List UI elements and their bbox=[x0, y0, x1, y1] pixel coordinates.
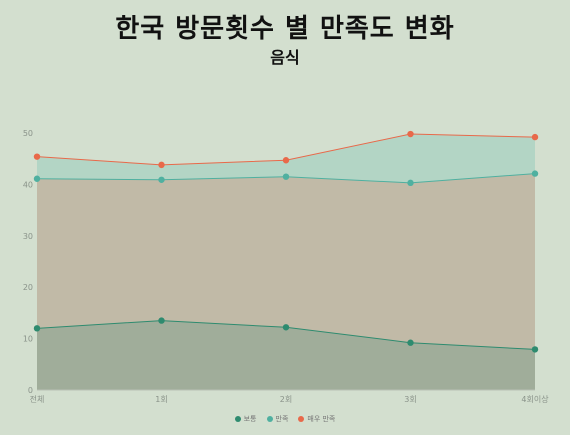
x-tick-label: 4회이상 bbox=[521, 394, 549, 404]
data-point-1-2 bbox=[282, 173, 290, 180]
y-tick-label: 20 bbox=[23, 283, 33, 292]
x-tick-label: 1회 bbox=[155, 395, 167, 404]
x-tick-label: 2회 bbox=[280, 395, 292, 404]
data-point-1-1 bbox=[158, 176, 165, 183]
legend-item[interactable]: 만족 bbox=[266, 414, 289, 424]
data-point-0-2 bbox=[282, 324, 290, 331]
y-tick-label: 50 bbox=[23, 129, 33, 138]
legend-item[interactable]: 매우 만족 bbox=[298, 414, 335, 424]
legend-label: 만족 bbox=[275, 415, 289, 423]
data-point-0-4 bbox=[531, 346, 539, 353]
legend-label: 매우 만족 bbox=[307, 415, 336, 423]
legend-swatch bbox=[234, 416, 241, 422]
data-point-2-2 bbox=[282, 157, 290, 164]
legend-swatch bbox=[266, 416, 273, 422]
legend-swatch bbox=[298, 416, 305, 422]
data-point-2-4 bbox=[531, 133, 539, 141]
data-point-2-0 bbox=[33, 153, 41, 160]
area-보통 bbox=[37, 320, 535, 390]
area-만족 bbox=[37, 173, 535, 350]
data-point-1-4 bbox=[531, 170, 539, 177]
data-point-1-3 bbox=[407, 179, 414, 187]
x-tick-label: 전체 bbox=[30, 394, 45, 404]
chart-title: 한국 방문횟수 별 만족도 변화 bbox=[115, 14, 455, 44]
data-point-2-1 bbox=[158, 161, 165, 169]
chart-legend: 보통 만족 매우 만족 bbox=[0, 414, 570, 424]
y-tick-label: 10 bbox=[23, 335, 33, 344]
y-tick-label: 0 bbox=[28, 386, 33, 395]
data-point-0-3 bbox=[407, 339, 414, 346]
area-매우-만족 bbox=[37, 134, 535, 183]
legend-item[interactable]: 보통 bbox=[234, 414, 257, 424]
data-point-0-1 bbox=[158, 317, 165, 324]
data-point-2-3 bbox=[407, 130, 414, 138]
x-tick-label: 3회 bbox=[404, 395, 416, 404]
y-tick-label: 40 bbox=[23, 180, 33, 189]
y-tick-label: 30 bbox=[23, 232, 33, 241]
chart-subtitle: 음식 bbox=[270, 48, 300, 67]
data-point-1-0 bbox=[33, 175, 41, 182]
data-point-0-0 bbox=[33, 325, 41, 332]
legend-label: 보통 bbox=[243, 415, 257, 423]
